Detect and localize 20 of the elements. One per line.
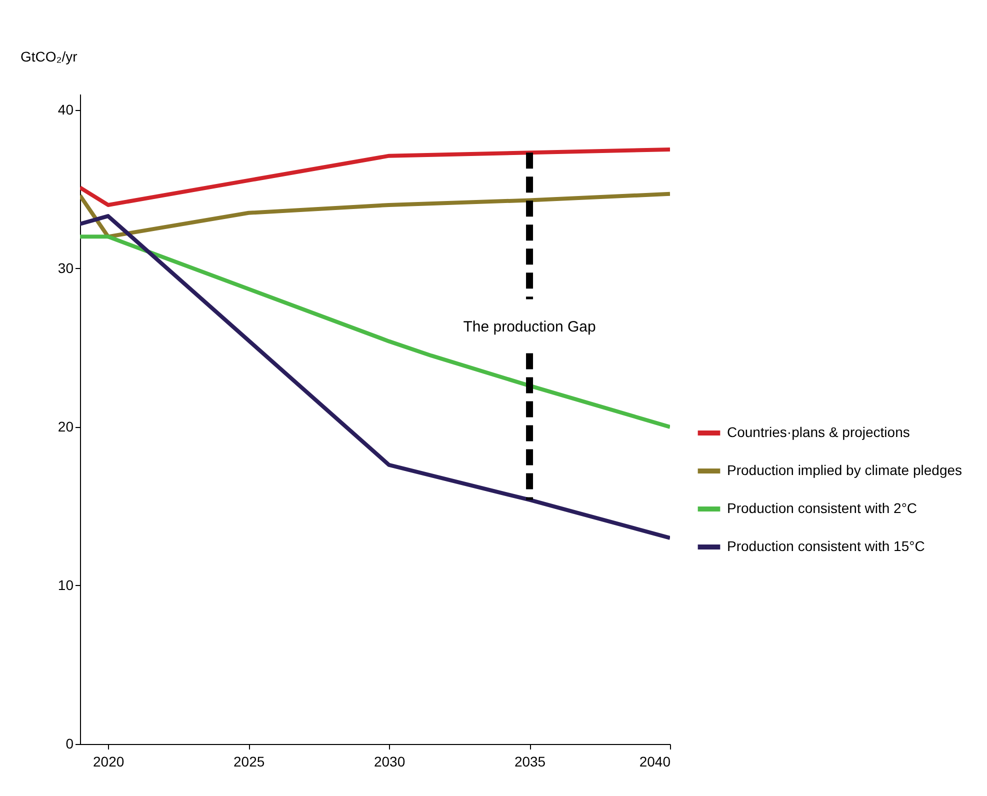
x-tick-label: 2040	[639, 754, 671, 770]
y-tick-label: 30	[58, 260, 74, 276]
line-series	[80, 192, 670, 239]
legend-label: Countries·plans & projections	[727, 424, 910, 440]
y-tick-label: 20	[58, 418, 74, 434]
x-tick-label: 2025	[233, 754, 265, 770]
x-tick-label: 2020	[93, 754, 124, 770]
legend-label: Production consistent with 2°C	[727, 500, 918, 516]
legend-label: Production implied by climate pledges	[727, 462, 962, 478]
line-series	[80, 147, 670, 207]
x-tick-label: 2030	[374, 754, 406, 770]
y-tick-label: 0	[66, 736, 74, 752]
y-tick-label: 10	[58, 576, 74, 593]
x-tick-label: 2035	[514, 754, 546, 770]
line-series	[80, 214, 670, 540]
legend-label: Production consistent with 15°C	[727, 538, 925, 554]
y-tick-label: 40	[58, 101, 74, 118]
y-axis-title: GtCO₂/yr	[20, 48, 78, 64]
annotation: The production Gap	[463, 318, 596, 336]
line-series	[80, 234, 670, 429]
